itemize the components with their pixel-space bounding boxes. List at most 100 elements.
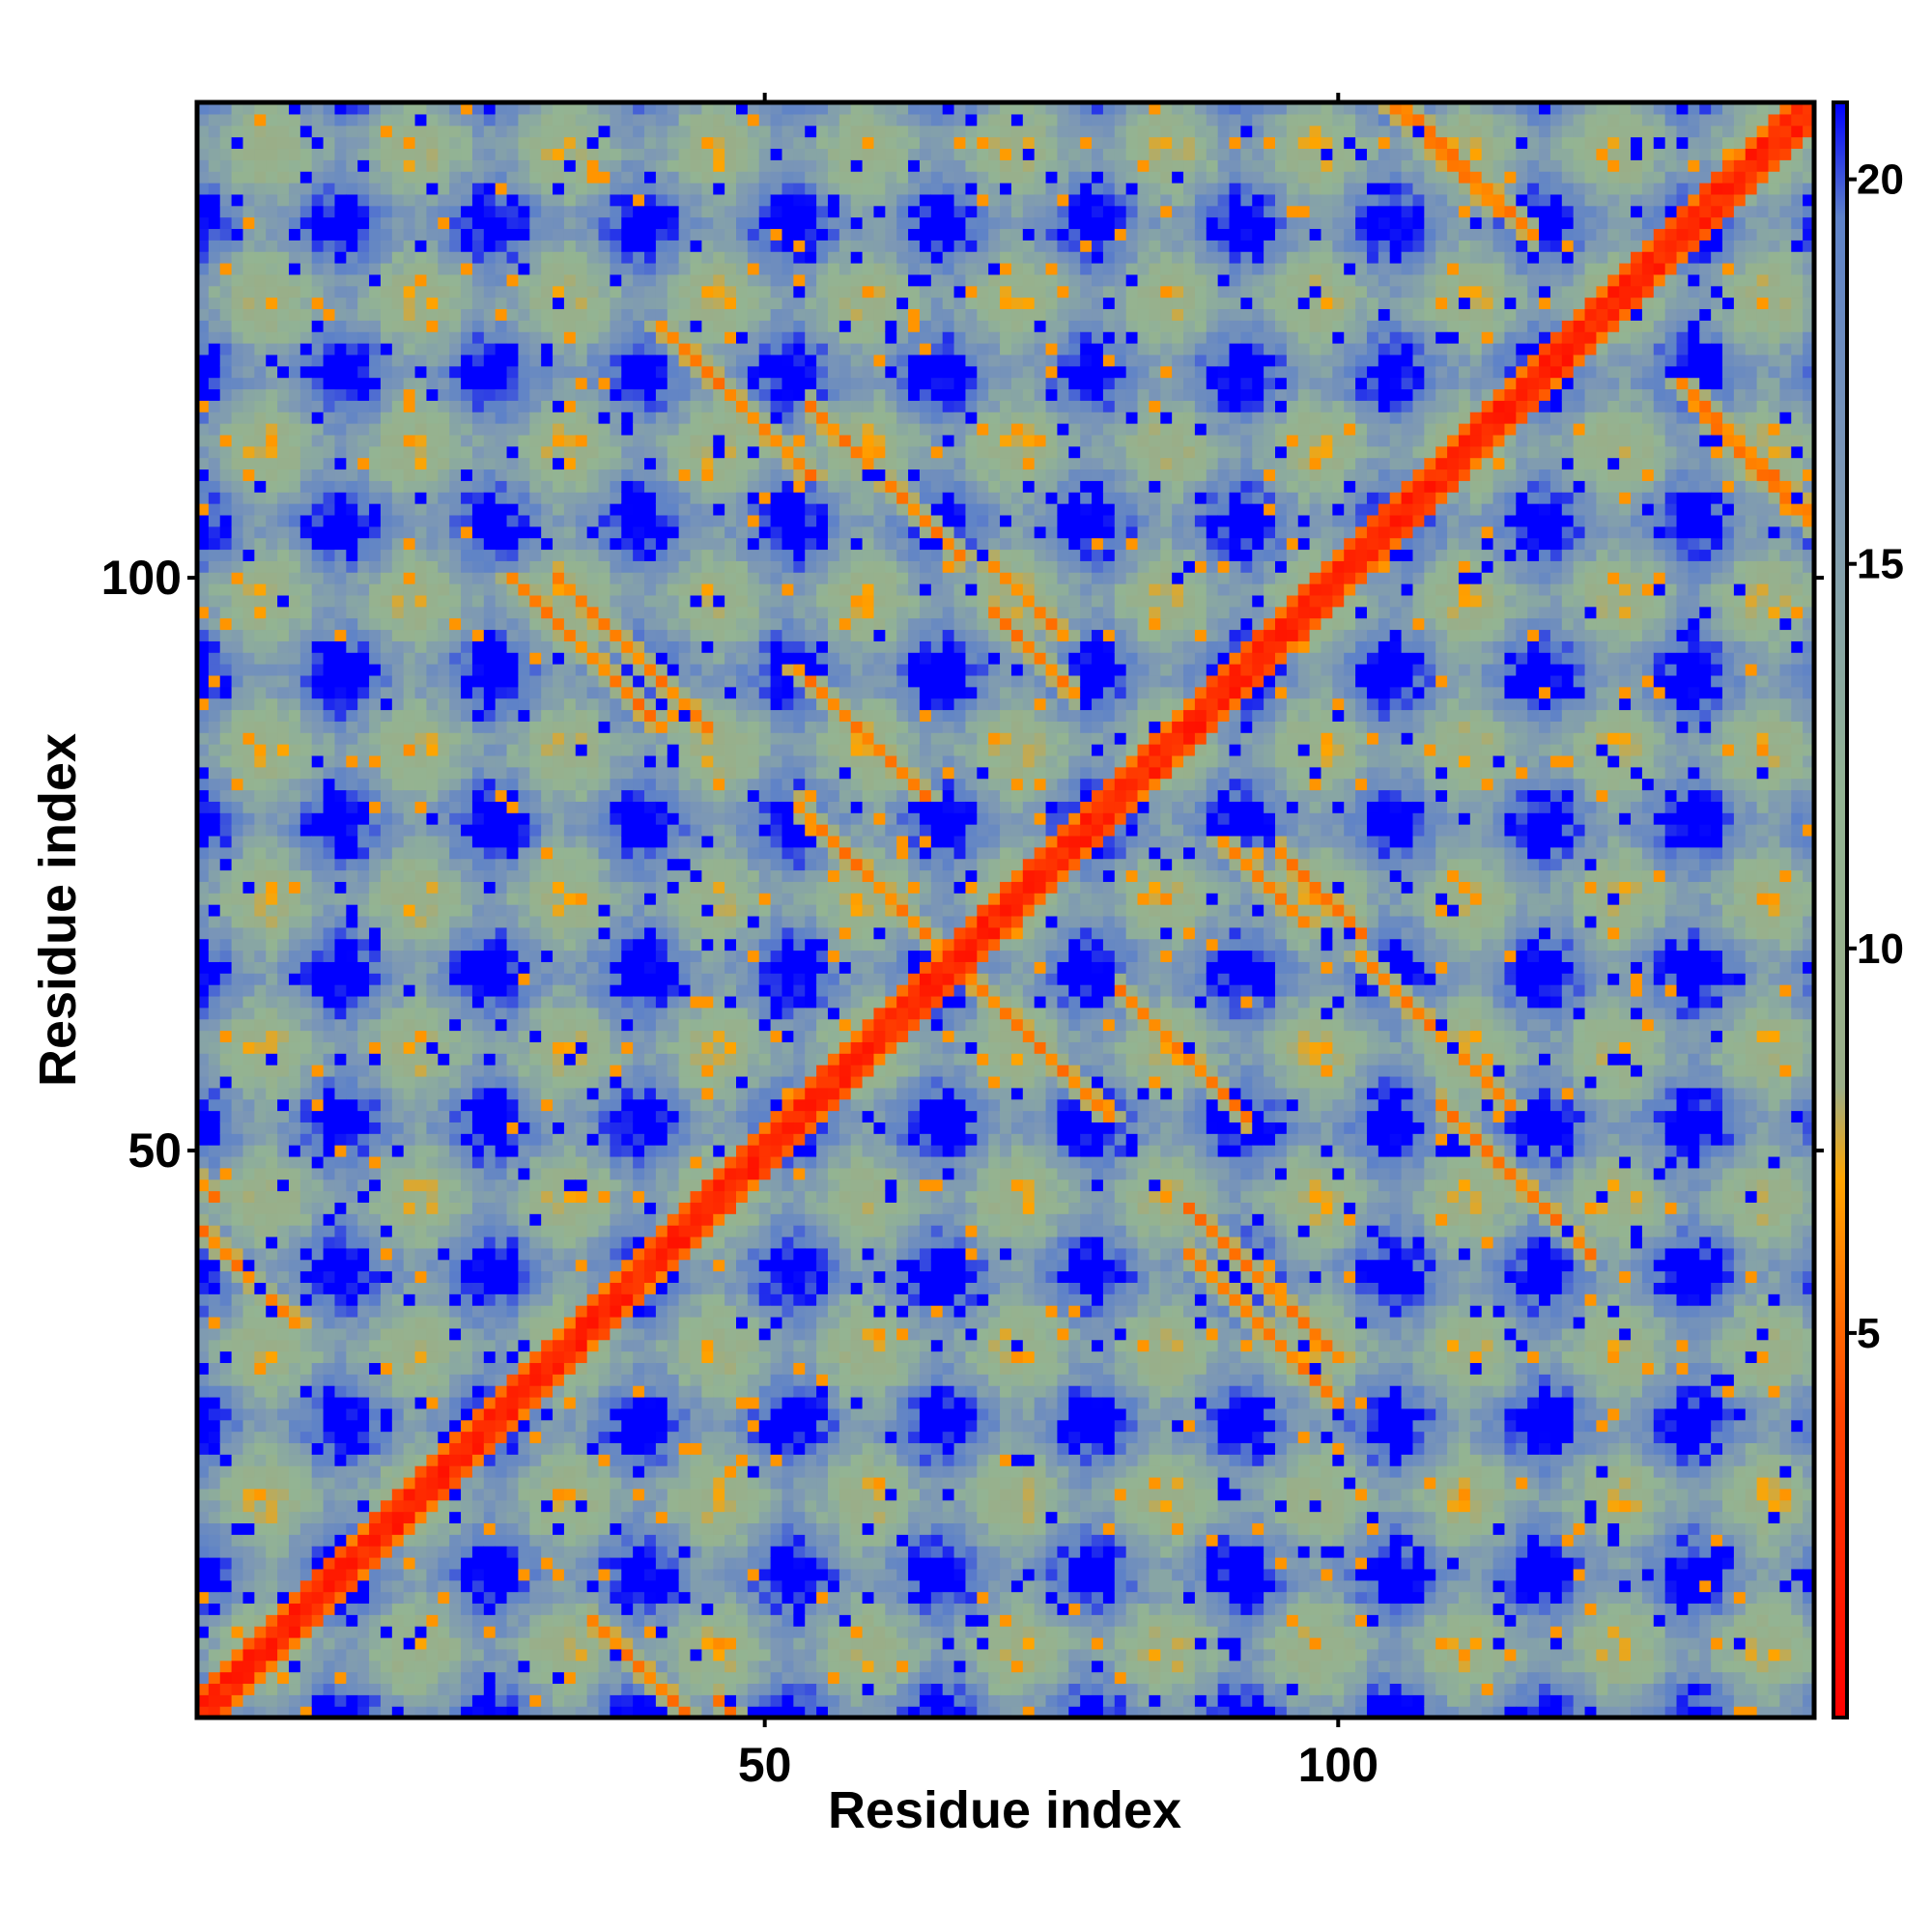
heatmap-cell — [369, 320, 381, 331]
heatmap-cell — [300, 1512, 312, 1523]
heatmap-cell — [334, 1569, 346, 1580]
heatmap-cell — [369, 1534, 381, 1546]
heatmap-cell — [277, 366, 289, 378]
heatmap-cell — [392, 1122, 404, 1133]
heatmap-cell — [277, 1489, 289, 1500]
heatmap-cell — [254, 1179, 266, 1191]
heatmap-cell — [369, 629, 381, 640]
heatmap-cell — [242, 366, 254, 378]
heatmap-cell — [254, 1637, 266, 1649]
heatmap-cell — [334, 183, 346, 194]
heatmap-cell — [357, 951, 369, 962]
heatmap-cell — [334, 423, 346, 435]
heatmap-cell — [266, 1053, 277, 1065]
heatmap-cell — [220, 1637, 232, 1649]
heatmap-cell — [220, 1031, 232, 1042]
heatmap-cell — [254, 1477, 266, 1489]
heatmap-cell — [232, 1500, 243, 1512]
heatmap-cell — [346, 1019, 357, 1031]
heatmap-cell — [381, 137, 392, 149]
heatmap-cell — [277, 1672, 289, 1684]
heatmap-cell — [346, 984, 357, 996]
heatmap-cell — [346, 812, 357, 824]
heatmap-cell — [324, 1317, 335, 1328]
heatmap-cell — [324, 961, 335, 973]
heatmap-cell — [392, 228, 404, 240]
heatmap-cell — [404, 1076, 415, 1088]
heatmap-cell — [220, 515, 232, 526]
heatmap-cell — [369, 1397, 381, 1408]
heatmap-cell — [266, 412, 277, 423]
heatmap-cell — [346, 320, 357, 331]
heatmap-cell — [381, 1672, 392, 1684]
heatmap-cell — [300, 1236, 312, 1248]
heatmap-cell — [300, 583, 312, 595]
heatmap-cell — [232, 1053, 243, 1065]
heatmap-cell — [357, 721, 369, 732]
heatmap-cell — [300, 1282, 312, 1293]
heatmap-cell — [300, 366, 312, 378]
heatmap-cell — [312, 1248, 324, 1260]
heatmap-cell — [254, 1305, 266, 1317]
heatmap-cell — [209, 1385, 220, 1397]
heatmap-cell — [300, 458, 312, 469]
heatmap-cell — [254, 355, 266, 366]
heatmap-cell — [357, 1500, 369, 1512]
heatmap-cell — [369, 789, 381, 801]
heatmap-cell — [357, 767, 369, 779]
heatmap-cell — [369, 1225, 381, 1236]
heatmap-cell — [300, 881, 312, 893]
heatmap-cell — [346, 916, 357, 927]
heatmap-cell — [392, 1351, 404, 1363]
heatmap-cell — [220, 240, 232, 251]
heatmap-cell — [404, 1328, 415, 1340]
heatmap-cell — [289, 675, 300, 687]
heatmap-cell — [220, 1454, 232, 1465]
heatmap-cell — [324, 1293, 335, 1305]
heatmap-cell — [242, 1271, 254, 1283]
heatmap-cell — [392, 137, 404, 149]
heatmap-cell — [232, 549, 243, 560]
heatmap-cell — [220, 1603, 232, 1614]
heatmap-cell — [334, 1088, 346, 1099]
heatmap-cell — [324, 1145, 335, 1156]
heatmap-cell — [289, 709, 300, 721]
heatmap-cell — [277, 939, 289, 951]
heatmap-cell — [312, 779, 324, 790]
heatmap-cell — [277, 194, 289, 206]
heatmap-cell — [232, 137, 243, 149]
heatmap-cell — [369, 836, 381, 847]
heatmap-cell — [220, 400, 232, 412]
heatmap-cell — [357, 595, 369, 607]
heatmap-cell — [404, 984, 415, 996]
heatmap-cell — [300, 789, 312, 801]
heatmap-cell — [369, 870, 381, 882]
heatmap-cell — [357, 1236, 369, 1248]
heatmap-cell — [346, 927, 357, 939]
heatmap-cell — [289, 538, 300, 550]
heatmap-cell — [369, 1661, 381, 1672]
heatmap-cell — [277, 148, 289, 159]
heatmap-cell — [357, 1031, 369, 1042]
heatmap-cell — [381, 183, 392, 194]
heatmap-cell — [300, 286, 312, 298]
heatmap-cell — [266, 607, 277, 618]
heatmap-cell — [334, 171, 346, 183]
heatmap-cell — [392, 1145, 404, 1156]
heatmap-cell — [266, 298, 277, 309]
heatmap-cell — [277, 1271, 289, 1283]
heatmap-cell — [300, 640, 312, 652]
heatmap-cell — [289, 308, 300, 320]
heatmap-cell — [289, 1580, 300, 1592]
heatmap-cell — [209, 388, 220, 400]
heatmap-cell — [381, 1442, 392, 1454]
heatmap-cell — [220, 1225, 232, 1236]
heatmap-cell — [312, 1191, 324, 1203]
heatmap-cell — [324, 114, 335, 126]
heatmap-cell — [381, 709, 392, 721]
heatmap-cell — [220, 1260, 232, 1271]
heatmap-cell — [381, 1522, 392, 1534]
heatmap-cell — [334, 1454, 346, 1465]
heatmap-cell — [381, 1076, 392, 1088]
heatmap-cell — [289, 286, 300, 298]
